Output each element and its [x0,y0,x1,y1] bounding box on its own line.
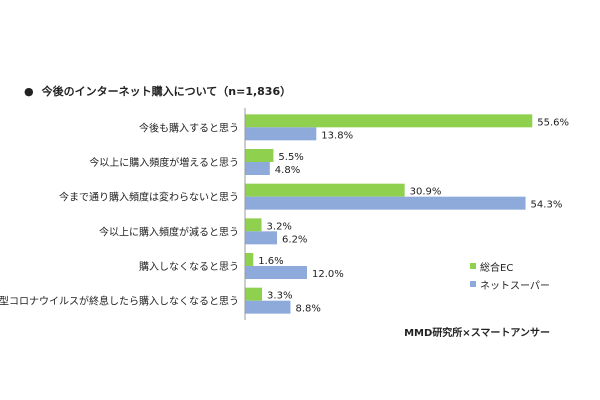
data-label: 3.2% [267,221,292,232]
category-label: 今後も購入すると思う [139,121,239,134]
bar-supermarket [245,266,307,279]
legend-item-ec: 総合EC [470,257,550,275]
legend-label-supermarket: ネットスーパー [480,280,550,292]
bar-supermarket [245,162,270,175]
data-label: 4.8% [275,165,300,176]
legend-label-ec: 総合EC [480,262,514,274]
legend: 総合EC ネットスーパー [470,257,550,293]
bar-supermarket [245,127,317,141]
bar-supermarket [245,231,278,245]
chart-title-text: 今後のインターネット購入について（n=1,836） [41,85,292,98]
bullet-icon: ● [24,85,34,98]
chart-title: ● 今後のインターネット購入について（n=1,836） [24,83,291,99]
source-credit: MMD研究所×スマートアンサー [404,328,550,339]
legend-swatch-ec [470,263,476,269]
bar-supermarket [245,196,526,210]
data-label: 13.8% [321,130,353,141]
bar-ec [245,114,533,128]
data-label: 12.0% [312,269,344,280]
legend-item-supermarket: ネットスーパー [470,275,550,293]
data-label: 30.9% [410,187,442,198]
data-label: 5.5% [278,152,303,163]
bar-ec [245,218,262,232]
bar-ec [245,287,263,301]
data-label: 8.8% [295,304,320,315]
category-label: 購入しなくなると思う [139,260,239,273]
bar-ec [245,183,405,197]
category-label: 新型コロナウイルスが終息したら購入しなくなると思う [0,295,239,308]
category-label: 今まで通り購入頻度は変わらないと思う [59,191,239,204]
data-label: 3.3% [267,291,292,302]
data-label: 54.3% [531,200,563,211]
bar-supermarket [245,300,291,314]
data-label: 1.6% [258,256,283,267]
bar-ec [245,149,274,162]
bar-ec [245,253,254,266]
data-label: 55.6% [537,117,569,128]
legend-swatch-supermarket [470,281,476,287]
category-label: 今以上に購入頻度が増えると思う [89,156,239,169]
data-label: 6.2% [282,234,307,245]
category-label: 今以上に購入頻度が減ると思う [99,225,239,238]
